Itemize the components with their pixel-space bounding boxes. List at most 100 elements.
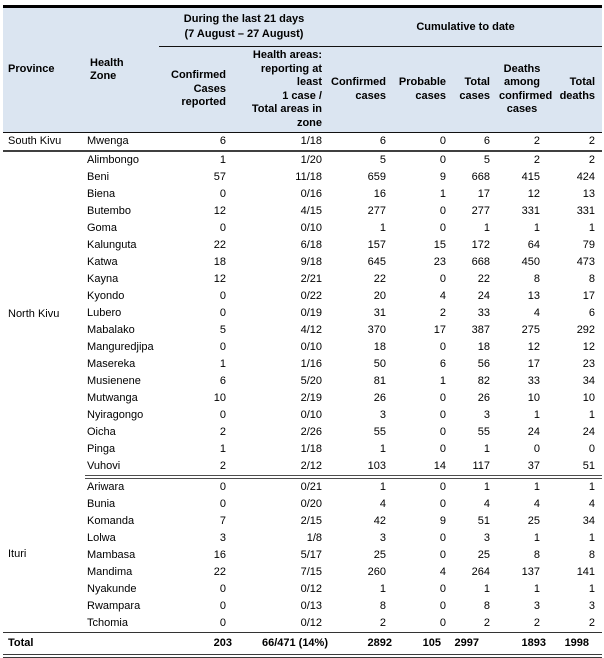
value-cell: 2 xyxy=(588,617,596,629)
value-cell: 1 xyxy=(483,583,490,595)
value-cell: 1/8 xyxy=(306,532,322,544)
column-header-confirmed-cases: Confirmed cases xyxy=(329,46,393,133)
value-cell: 64 xyxy=(527,239,540,251)
value-cell: 0/12 xyxy=(300,583,322,595)
table-row: Bunia 0 0/20 4 0 4 4 4 xyxy=(3,496,602,513)
value-cell: 82 xyxy=(477,375,490,387)
value-cell: 81 xyxy=(373,375,386,387)
value-cell: 275 xyxy=(521,324,540,336)
value-cell: 0/22 xyxy=(300,290,322,302)
value-cell: 55 xyxy=(373,426,386,438)
table-row: Masereka 1 1/16 50 6 56 17 23 xyxy=(3,356,602,373)
province-cell: Ituri xyxy=(8,548,27,560)
value-cell: 1 xyxy=(379,222,386,234)
value-cell: 0/10 xyxy=(300,222,322,234)
value-cell: 17 xyxy=(477,188,490,200)
value-cell: 17 xyxy=(582,290,596,302)
value-cell: 277 xyxy=(367,205,386,217)
value-cell: 4 xyxy=(379,498,386,510)
value-cell: 1 xyxy=(588,481,596,493)
value-cell: 51 xyxy=(547,458,603,479)
value-cell: 10 xyxy=(213,392,226,404)
value-cell: 7 xyxy=(219,515,226,527)
health-zone-cell: Musienene xyxy=(87,375,141,387)
health-zone-cell: Oicha xyxy=(87,426,116,438)
table-row: Komanda 7 2/15 42 9 51 25 34 xyxy=(3,513,602,530)
value-cell: 1 xyxy=(379,583,386,595)
health-zone-cell: Kyondo xyxy=(87,290,125,302)
value-cell: 0 xyxy=(219,307,226,319)
value-cell: 11/18 xyxy=(295,171,322,183)
value-cell: 0 xyxy=(439,341,446,353)
group-header-row: Province Health Zone During the last 21 … xyxy=(3,6,603,133)
value-cell: 137 xyxy=(521,566,540,578)
column-header-province: Province xyxy=(3,6,85,133)
value-cell: 1 xyxy=(588,222,596,234)
value-cell: 1/16 xyxy=(300,358,322,370)
value-cell: 2 xyxy=(533,617,540,629)
value-cell: 31 xyxy=(373,307,386,319)
health-zone-cell: Kalunguta xyxy=(87,239,137,251)
value-cell: 1 xyxy=(439,375,446,387)
health-zone-cell: Goma xyxy=(87,222,117,234)
value-cell: 0 xyxy=(219,409,226,421)
value-cell: 103 xyxy=(329,458,393,479)
value-cell: 0 xyxy=(588,443,596,455)
value-cell: 5 xyxy=(219,324,226,336)
health-zone-cell: Alimbongo xyxy=(87,154,139,166)
value-cell: 0 xyxy=(393,132,453,152)
value-cell: 0 xyxy=(219,222,226,234)
value-cell: 387 xyxy=(471,324,490,336)
value-cell: 12 xyxy=(527,341,540,353)
health-zone-cell: Nyiragongo xyxy=(87,409,144,421)
column-header-confirmed-cases-reported: Confirmed Cases reported xyxy=(159,46,233,133)
value-cell: 4 xyxy=(533,498,540,510)
value-cell: 424 xyxy=(576,171,596,183)
value-cell: 0/10 xyxy=(300,409,322,421)
value-cell: 0/19 xyxy=(300,307,322,319)
value-cell: 50 xyxy=(373,358,386,370)
table-row: Lubero 0 0/19 31 2 33 4 6 xyxy=(3,305,602,322)
value-cell: 450 xyxy=(521,256,540,268)
value-cell: 1 xyxy=(533,222,540,234)
value-cell: 0/20 xyxy=(300,498,322,510)
value-cell: 668 xyxy=(471,256,490,268)
value-cell: 2 xyxy=(533,154,540,166)
value-cell: 645 xyxy=(367,256,386,268)
value-cell: 5/20 xyxy=(300,375,322,387)
table-row: Rwampara 0 0/13 8 0 8 3 3 xyxy=(3,598,602,615)
province-cell: North Kivu xyxy=(8,308,60,320)
health-zone-cell: Biena xyxy=(87,188,116,200)
value-cell: 0 xyxy=(219,188,226,200)
value-cell: 1 xyxy=(439,188,446,200)
table-row: Mutwanga 10 2/19 26 0 26 10 10 xyxy=(3,390,602,407)
value-cell: 3 xyxy=(379,532,386,544)
health-zone-cell: Ariwara xyxy=(87,481,125,493)
value-cell: 0 xyxy=(219,341,226,353)
value-cell: 4 xyxy=(439,566,446,578)
value-cell: 13 xyxy=(527,290,540,302)
value-cell: 6/18 xyxy=(300,239,322,251)
table-header: Province Health Zone During the last 21 … xyxy=(3,6,603,133)
value-cell: 25 xyxy=(477,549,490,561)
health-zone-cell: Mutwanga xyxy=(87,392,138,404)
value-cell: 4 xyxy=(533,307,540,319)
value-cell: 5 xyxy=(483,154,490,166)
value-cell: 16 xyxy=(213,549,226,561)
value-cell: 37 xyxy=(497,458,547,479)
value-cell: 7/15 xyxy=(300,566,322,578)
value-cell: 6 xyxy=(453,132,497,152)
table-row: North Kivu Alimbongo 1 1/20 5 0 5 2 2 xyxy=(3,151,602,320)
total-health-areas: 66/471 (14%) xyxy=(233,632,329,656)
value-cell: 9 xyxy=(439,171,446,183)
table-row: Tchomia 0 0/12 2 0 2 2 2 xyxy=(3,615,602,633)
value-cell: 3 xyxy=(219,532,226,544)
table-row: Butembo 12 4/15 277 0 277 331 331 xyxy=(3,203,602,220)
health-zone-cell: Butembo xyxy=(87,205,132,217)
value-cell: 0 xyxy=(533,443,540,455)
value-cell: 2 xyxy=(439,307,446,319)
table-row: South Kivu Mwenga 6 1/18 6 0 6 2 2 xyxy=(3,132,603,152)
value-cell: 2/15 xyxy=(300,515,322,527)
value-cell: 3 xyxy=(379,409,386,421)
health-zone-cell: Lolwa xyxy=(87,532,116,544)
